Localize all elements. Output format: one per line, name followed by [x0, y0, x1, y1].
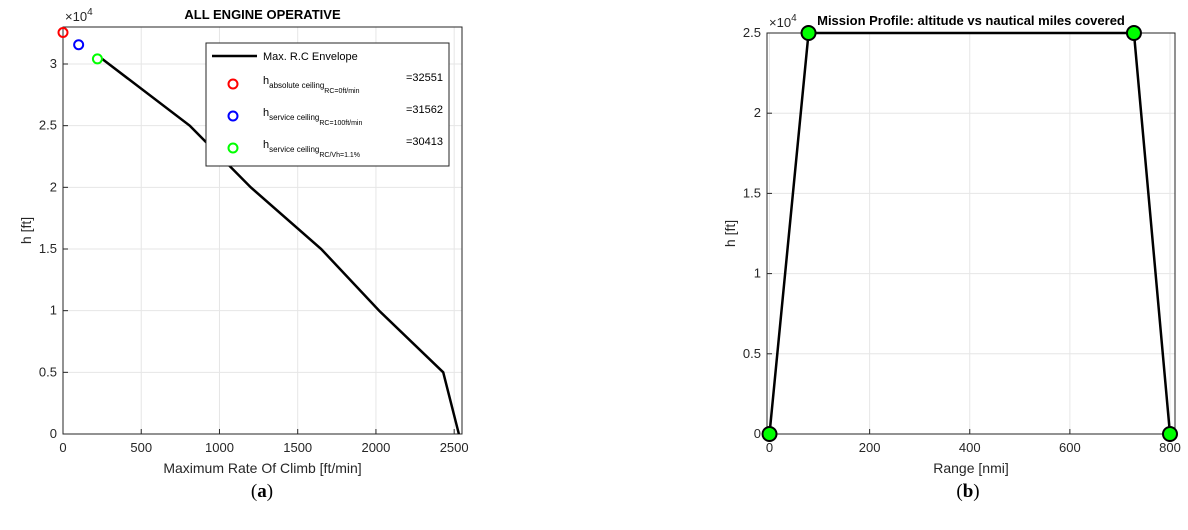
legend-marker-label-0: habsolute ceilingRC=0ft/min	[263, 75, 360, 95]
y-tick-label: 2	[50, 179, 57, 194]
legend-label-sub: absolute ceiling	[269, 81, 324, 90]
legend-marker-value-2: =30413	[406, 136, 443, 148]
x-tick-label: 600	[1059, 440, 1081, 455]
chart-all-engine-operative: 0 500 1000 1500 2000 2500 0 0.5 1 1.5 2 2.5 3 ×104 Max…	[18, 7, 469, 476]
svg-text:(a): (a)	[251, 481, 273, 502]
legend-marker-value-1: =31562	[406, 104, 443, 116]
legend-label-subsub: RC/Vh=1.1%	[319, 152, 360, 159]
y-exponent-label: ×104	[65, 7, 93, 24]
legend-label-main: h	[263, 139, 269, 151]
y-tick-label: 0	[50, 426, 57, 441]
legend-marker-swatch-0	[227, 78, 239, 90]
legend-marker-swatch-1	[227, 110, 239, 122]
legend-label-subsub: RC=0ft/min	[324, 88, 359, 95]
legend-marker-swatch-2	[227, 142, 239, 154]
x-axis-label: Range [nmi]	[933, 460, 1008, 476]
chart-title: Mission Profile: altitude vs nautical mi…	[817, 13, 1125, 28]
y-axis-label: h [ft]	[18, 217, 34, 244]
y-exponent-label: ×104	[769, 13, 797, 30]
y-exponent-power: 4	[87, 7, 93, 18]
y-tick-label: 1.5	[743, 185, 761, 200]
y-exponent-base: ×10	[769, 15, 791, 30]
profile-point-1	[800, 25, 817, 41]
profile-point-0	[761, 426, 778, 442]
x-tick-label: 1500	[283, 440, 312, 455]
y-tick-label: 1	[50, 303, 57, 318]
axes-box	[62, 26, 463, 435]
legend-label-main: h	[263, 107, 269, 119]
svg-text:(b): (b)	[956, 481, 979, 502]
x-tick-label: 0	[766, 440, 773, 455]
legend-label-sub: service ceiling	[269, 113, 319, 122]
x-tick-label: 800	[1159, 440, 1181, 455]
y-exponent-power: 4	[791, 13, 797, 24]
ceiling-marker-2	[91, 53, 103, 65]
chart-mission-profile: 0 200 400 600 800 0 0.5 1 1.5 2 2.5 ×104 Range [nmi]…	[722, 13, 1181, 476]
y-tick-label: 2	[754, 105, 761, 120]
y-tick-label: 1	[754, 266, 761, 281]
x-tick-label: 2000	[361, 440, 390, 455]
axes-box	[766, 32, 1176, 435]
x-tick-label: 500	[130, 440, 152, 455]
profile-point-2	[1125, 25, 1142, 41]
legend-entry-label: Max. R.C Envelope	[263, 51, 358, 63]
y-tick-label: 0	[754, 426, 761, 441]
y-tick-label: 1.5	[39, 241, 57, 256]
y-tick-label: 0.5	[743, 346, 761, 361]
legend-marker-value-0: =32551	[406, 72, 443, 84]
y-tick-label: 2.5	[39, 118, 57, 133]
caption-b: (b)	[956, 481, 979, 502]
ceiling-marker-0	[57, 27, 69, 39]
x-tick-label: 400	[959, 440, 981, 455]
profile-point-3	[1161, 426, 1178, 442]
y-axis-label: h [ft]	[722, 220, 738, 247]
x-tick-label: 2500	[440, 440, 469, 455]
ceiling-marker-1	[73, 39, 85, 51]
legend-marker-label-1: hservice ceilingRC=100ft/min	[263, 107, 362, 127]
x-tick-label: 1000	[205, 440, 234, 455]
caption-a: (a)	[251, 481, 273, 502]
y-tick-label: 3	[50, 56, 57, 71]
chart-title: ALL ENGINE OPERATIVE	[184, 7, 341, 22]
legend-marker-label-2: hservice ceilingRC/Vh=1.1%	[263, 139, 360, 159]
x-axis-label: Maximum Rate Of Climb [ft/min]	[163, 460, 361, 476]
x-tick-label: 0	[59, 440, 66, 455]
legend-label-main: h	[263, 75, 269, 87]
y-tick-label: 0.5	[39, 364, 57, 379]
y-tick-label: 2.5	[743, 25, 761, 40]
legend-label-subsub: RC=100ft/min	[319, 120, 362, 127]
y-exponent-base: ×10	[65, 9, 87, 24]
legend-label-sub: service ceiling	[269, 145, 319, 154]
series-line-max-rc-envelope	[101, 57, 461, 435]
x-tick-label: 200	[859, 440, 881, 455]
caption-a-letter: a	[257, 481, 267, 502]
caption-b-letter: b	[963, 481, 974, 502]
legend-box	[205, 42, 450, 167]
series-line-mission-profile	[768, 31, 1172, 435]
